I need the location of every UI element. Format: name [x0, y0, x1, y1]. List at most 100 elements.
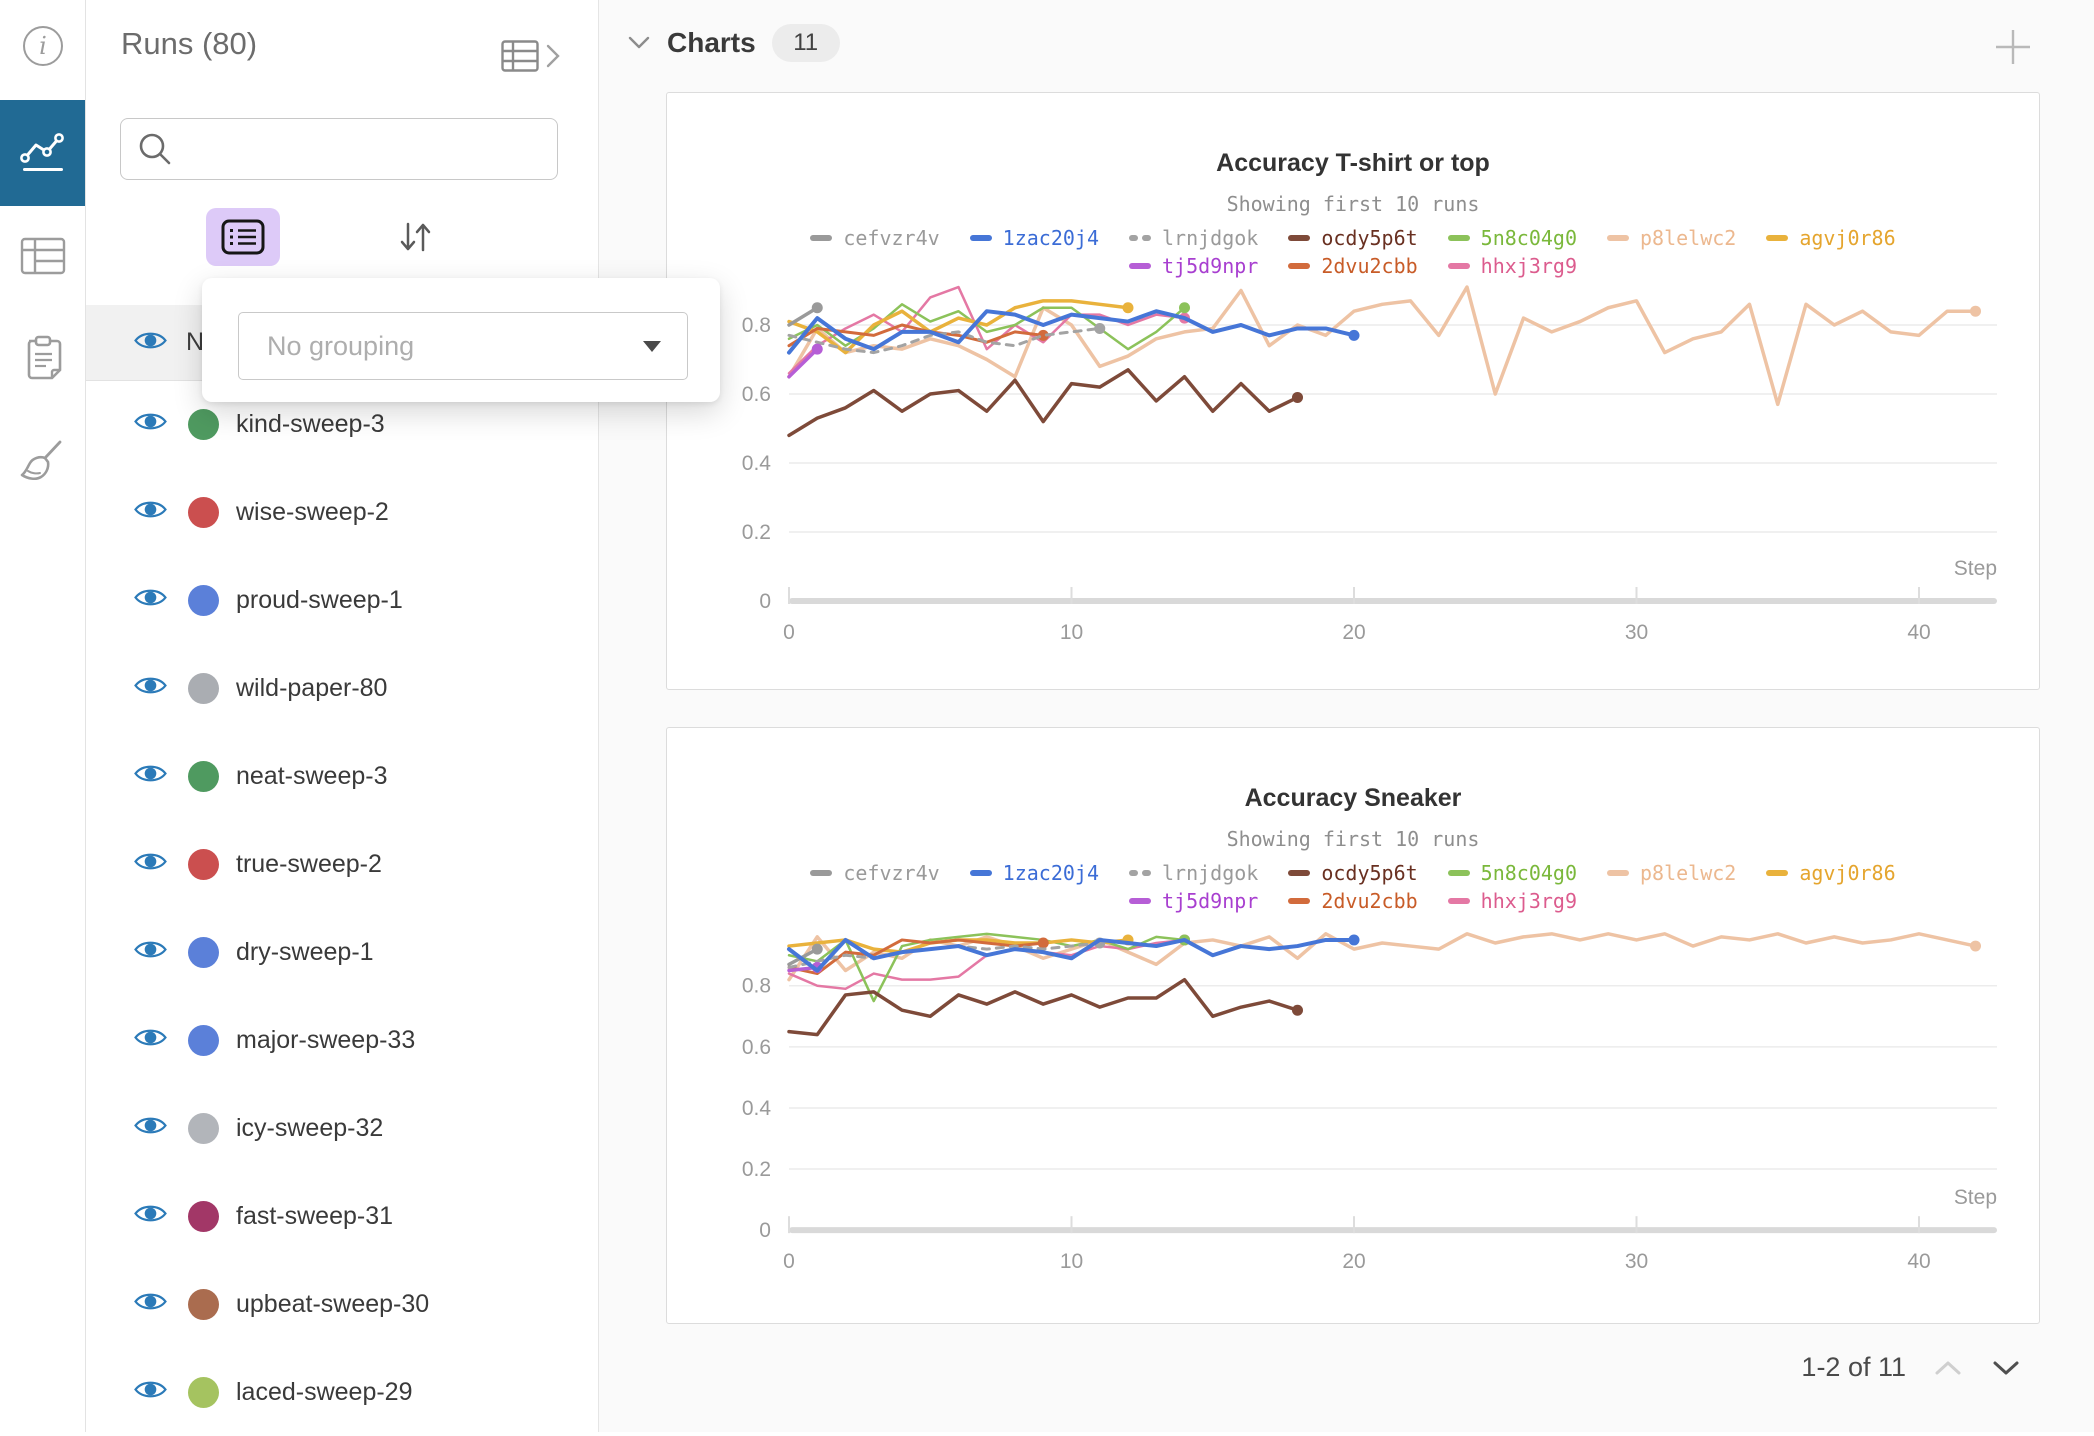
nav-notes-button[interactable]	[0, 335, 85, 384]
run-visibility-toggle[interactable]	[133, 1377, 168, 1407]
svg-text:30: 30	[1625, 621, 1648, 644]
panel-pagination: 1-2 of 11	[1801, 1352, 2022, 1383]
legend-item-1zac20j4[interactable]: 1zac20j4	[969, 226, 1099, 250]
legend-label: p8lelwc2	[1639, 226, 1737, 250]
run-visibility-toggle[interactable]	[133, 1113, 168, 1143]
run-color-dot	[188, 848, 219, 880]
run-row[interactable]: wise-sweep-2	[86, 468, 598, 556]
legend-item-agvj0r86[interactable]: agvj0r86	[1766, 861, 1896, 885]
add-panel-button[interactable]	[1992, 26, 2034, 73]
legend-item-cefvzr4v[interactable]: cefvzr4v	[810, 861, 940, 885]
svg-text:10: 10	[1060, 1250, 1083, 1273]
legend-item-tj5d9npr[interactable]: tj5d9npr	[1129, 889, 1258, 913]
legend-item-5n8c04g0[interactable]: 5n8c04g0	[1447, 861, 1577, 885]
run-row[interactable]: icy-sweep-32	[86, 1084, 598, 1172]
legend-item-cefvzr4v[interactable]: cefvzr4v	[810, 226, 940, 250]
run-row[interactable]: proud-sweep-1	[86, 556, 598, 644]
run-name: proud-sweep-1	[236, 585, 403, 614]
legend-swatch	[1129, 235, 1151, 241]
charts-pane: Charts 11 0 0.2 0.4 0.6 0.8 0 10 20 30 40 Step Acc…	[599, 0, 2094, 1432]
pagination-prev-button[interactable]	[1932, 1358, 1964, 1378]
legend-item-tj5d9npr[interactable]: tj5d9npr	[1129, 254, 1258, 278]
nav-charts-button[interactable]	[0, 100, 85, 206]
chart-plot: 0 0.2 0.4 0.6 0.8 0 10 20 30 40 Step	[742, 285, 1997, 644]
legend-label: lrnjdgok	[1162, 861, 1259, 885]
run-visibility-toggle[interactable]	[133, 849, 168, 879]
series-line-lrnjdgok	[787, 326, 1102, 355]
run-visibility-toggle[interactable]	[133, 673, 168, 703]
legend-item-2dvu2cbb[interactable]: 2dvu2cbb	[1288, 889, 1418, 913]
run-search-input[interactable]	[187, 128, 543, 170]
legend-swatch	[810, 235, 833, 241]
run-color-dot	[188, 408, 219, 440]
legend-item-1zac20j4[interactable]: 1zac20j4	[969, 861, 1099, 885]
run-row[interactable]: upbeat-sweep-30	[86, 1260, 598, 1348]
legend-item-ocdy5p6t[interactable]: ocdy5p6t	[1288, 861, 1418, 885]
line-chart-icon	[19, 129, 67, 178]
legend-swatch	[1129, 898, 1151, 904]
toggle-all-visibility-button[interactable]	[133, 328, 168, 358]
run-row[interactable]: neat-sweep-3	[86, 732, 598, 820]
chart-panel[interactable]: 0 0.2 0.4 0.6 0.8 0 10 20 30 40 Step Accuracy Snea…	[666, 727, 2040, 1324]
chart-title: Accuracy Sneaker	[1244, 784, 1462, 812]
svg-text:0.4: 0.4	[742, 1097, 772, 1120]
svg-text:Step: Step	[1954, 557, 1997, 580]
run-color-dot	[188, 1024, 219, 1056]
run-color-dot	[188, 1112, 219, 1144]
legend-label: 2dvu2cbb	[1321, 254, 1418, 278]
pagination-next-button[interactable]	[1990, 1358, 2022, 1378]
open-runs-table-button[interactable]	[501, 40, 561, 77]
run-visibility-toggle[interactable]	[133, 1025, 168, 1055]
legend-item-hhxj3rg9[interactable]: hhxj3rg9	[1447, 254, 1577, 278]
series-line-1zac20j4	[787, 937, 1356, 973]
run-visibility-toggle[interactable]	[133, 585, 168, 615]
run-color-dot	[188, 1200, 219, 1232]
run-visibility-toggle[interactable]	[133, 1201, 168, 1231]
chevron-up-icon	[1935, 1361, 1961, 1374]
legend-item-p8lelwc2[interactable]: p8lelwc2	[1606, 861, 1736, 885]
grouping-select[interactable]: No grouping	[238, 312, 688, 380]
run-row[interactable]: laced-sweep-29	[86, 1348, 598, 1436]
run-name: fast-sweep-31	[236, 1201, 394, 1230]
sort-button[interactable]	[392, 214, 438, 260]
run-visibility-toggle[interactable]	[133, 497, 168, 527]
nav-sweep-button[interactable]	[0, 438, 85, 492]
legend-item-ocdy5p6t[interactable]: ocdy5p6t	[1288, 226, 1418, 250]
run-visibility-toggle[interactable]	[133, 409, 168, 439]
run-row[interactable]: true-sweep-2	[86, 820, 598, 908]
group-runs-button[interactable]	[206, 208, 280, 266]
legend-item-lrnjdgok[interactable]: lrnjdgok	[1129, 226, 1258, 250]
legend-item-2dvu2cbb[interactable]: 2dvu2cbb	[1288, 254, 1418, 278]
chart-panel[interactable]: 0 0.2 0.4 0.6 0.8 0 10 20 30 40 Step Accuracy T-sh…	[666, 92, 2040, 690]
run-visibility-toggle[interactable]	[133, 761, 168, 791]
nav-table-button[interactable]	[0, 236, 85, 280]
nav-info-button[interactable]: i	[0, 25, 85, 70]
grouping-select-value: No grouping	[267, 330, 415, 361]
legend-item-lrnjdgok[interactable]: lrnjdgok	[1129, 861, 1258, 885]
svg-text:0: 0	[759, 590, 771, 613]
plus-icon	[1996, 30, 2030, 64]
svg-text:0: 0	[783, 621, 795, 644]
chart-title: Accuracy T-shirt or top	[1216, 149, 1490, 177]
charts-section-header[interactable]: Charts 11	[627, 24, 840, 62]
run-row[interactable]: fast-sweep-31	[86, 1172, 598, 1260]
series-line-5n8c04g0	[787, 303, 1186, 351]
legend-label: ocdy5p6t	[1321, 226, 1418, 250]
broom-icon	[18, 436, 68, 495]
runs-table-icon	[501, 40, 539, 77]
run-visibility-toggle[interactable]	[133, 937, 168, 967]
legend-item-p8lelwc2[interactable]: p8lelwc2	[1606, 226, 1737, 250]
run-row[interactable]: kind-sweep-3	[86, 380, 598, 468]
run-row[interactable]: dry-sweep-1	[86, 908, 598, 996]
legend-label: hhxj3rg9	[1480, 254, 1577, 278]
legend-swatch	[969, 235, 992, 241]
run-color-dot	[188, 496, 219, 528]
eye-icon	[134, 1293, 167, 1310]
legend-swatch	[1447, 870, 1470, 876]
legend-item-agvj0r86[interactable]: agvj0r86	[1766, 226, 1896, 250]
run-row[interactable]: major-sweep-33	[86, 996, 598, 1084]
run-visibility-toggle[interactable]	[133, 1289, 168, 1319]
run-row[interactable]: wild-paper-80	[86, 644, 598, 732]
legend-item-hhxj3rg9[interactable]: hhxj3rg9	[1447, 889, 1577, 913]
legend-item-5n8c04g0[interactable]: 5n8c04g0	[1447, 226, 1577, 250]
